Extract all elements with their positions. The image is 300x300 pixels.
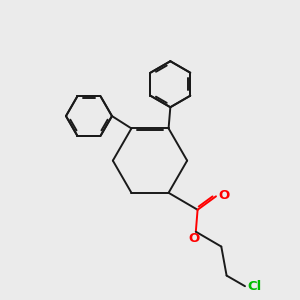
Text: O: O: [219, 189, 230, 202]
Text: O: O: [188, 232, 200, 245]
Text: Cl: Cl: [247, 280, 261, 293]
